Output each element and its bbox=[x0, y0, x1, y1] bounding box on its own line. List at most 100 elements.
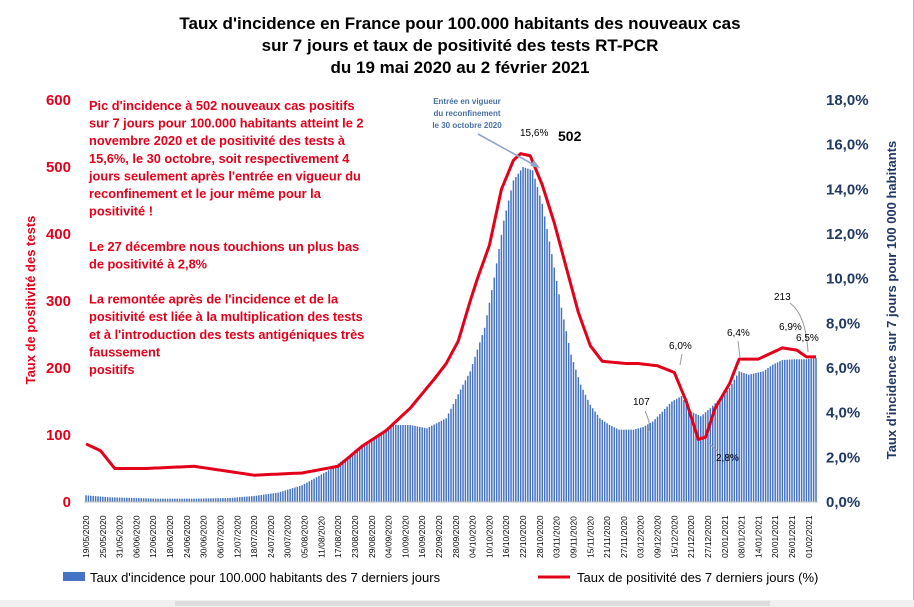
y-right-tick-label: 16,0% bbox=[826, 137, 869, 154]
incidence-bar bbox=[243, 496, 246, 502]
x-tick-label: 21/12/2020 bbox=[686, 515, 696, 558]
x-tick-label: 23/08/2020 bbox=[350, 515, 360, 558]
incidence-bar bbox=[106, 497, 109, 502]
incidence-bar bbox=[678, 397, 680, 502]
incidence-bar bbox=[683, 399, 685, 502]
incidence-bar bbox=[310, 479, 313, 502]
callout-line-1: Entrée en vigueur bbox=[433, 97, 501, 106]
incidence-bar bbox=[560, 307, 563, 502]
incidence-bar bbox=[303, 483, 306, 502]
incidence-bar bbox=[193, 498, 195, 502]
incidence-bar bbox=[279, 491, 282, 502]
incidence-bar bbox=[171, 498, 174, 502]
incidence-bar bbox=[320, 474, 323, 502]
x-tick-labels: 19/05/2020 25/05/2020 31/05/2020 06/06/2020… bbox=[81, 515, 814, 558]
incidence-bar bbox=[399, 424, 402, 502]
incidence-bar bbox=[457, 394, 459, 502]
incidence-bar bbox=[411, 425, 414, 502]
incidence-bar bbox=[623, 429, 625, 502]
incidence-bar bbox=[198, 498, 200, 502]
incidence-bar bbox=[750, 374, 752, 502]
incidence-bar bbox=[714, 403, 716, 502]
incidence-bar bbox=[445, 418, 447, 502]
incidence-bar bbox=[255, 495, 258, 502]
incidence-bar bbox=[666, 406, 668, 502]
y-right-tick-label: 12,0% bbox=[826, 226, 869, 243]
incidence-bar bbox=[738, 371, 740, 502]
incidence-bar bbox=[301, 485, 303, 502]
incidence-bar bbox=[690, 411, 692, 502]
incidence-bar bbox=[250, 496, 253, 502]
x-tick-label: 30/06/2020 bbox=[199, 515, 209, 558]
incidence-bar bbox=[140, 498, 142, 502]
incidence-bar bbox=[606, 423, 608, 502]
x-tick-label: 30/07/2020 bbox=[283, 515, 293, 558]
incidence-bar bbox=[433, 424, 435, 502]
incidence-bar bbox=[214, 498, 217, 502]
note-line: positifs bbox=[89, 362, 135, 377]
annotations: 15,6% 502 107 6,0% 2,8% 6,4% 213 6,9% 6,… bbox=[520, 128, 819, 464]
y-left-tick-label: 400 bbox=[46, 226, 71, 243]
incidence-bar bbox=[241, 496, 243, 502]
incidence-bar bbox=[784, 359, 786, 502]
incidence-bar bbox=[419, 426, 421, 502]
incidence-bar bbox=[548, 241, 551, 503]
y-left-tick-label: 100 bbox=[46, 427, 71, 444]
incidence-bar bbox=[637, 428, 640, 502]
incidence-bar bbox=[582, 389, 584, 502]
incidence-bar bbox=[373, 438, 375, 502]
x-tick-label: 29/08/2020 bbox=[367, 515, 377, 558]
incidence-bar bbox=[284, 490, 287, 502]
title-line-2: sur 7 jours et taux de positivité des te… bbox=[262, 36, 659, 55]
incidence-bar bbox=[608, 424, 611, 502]
y-right-tick-label: 4,0% bbox=[826, 405, 860, 422]
incidence-bar bbox=[126, 497, 128, 502]
x-tick-label: 31/05/2020 bbox=[115, 515, 125, 558]
incidence-bar bbox=[407, 424, 409, 502]
incidence-bar bbox=[109, 497, 111, 502]
note-line: sur 7 jours pour 100.000 habitants attei… bbox=[89, 116, 364, 131]
incidence-bar bbox=[736, 375, 738, 502]
incidence-bar bbox=[774, 363, 776, 502]
incidence-bar bbox=[354, 451, 356, 502]
callout-line-3: le 30 octobre 2020 bbox=[432, 121, 502, 130]
incidence-bar bbox=[618, 429, 620, 502]
incidence-bar bbox=[659, 414, 661, 502]
incidence-bar bbox=[128, 497, 130, 502]
incidence-bar bbox=[102, 496, 104, 502]
incidence-bar bbox=[274, 492, 277, 502]
incidence-bar bbox=[486, 315, 488, 502]
incidence-bar bbox=[603, 421, 606, 502]
incidence-bar bbox=[591, 408, 594, 502]
incidence-bar bbox=[529, 169, 531, 502]
x-tick-label: 09/11/2020 bbox=[568, 516, 578, 558]
incidence-bar bbox=[159, 498, 162, 502]
incidence-bar bbox=[781, 359, 784, 502]
x-tick-label: 28/09/2020 bbox=[451, 515, 461, 558]
annotation-pos-dec-leader bbox=[679, 353, 683, 366]
incidence-bar bbox=[395, 424, 397, 502]
incidence-bar bbox=[313, 478, 315, 502]
note-line: positivité est liée à la multiplication … bbox=[89, 309, 363, 324]
incidence-bar bbox=[423, 427, 426, 502]
x-tick-label: 03/11/2020 bbox=[552, 516, 562, 558]
incidence-bar bbox=[183, 498, 186, 502]
incidence-bar bbox=[563, 319, 565, 502]
incidence-bar bbox=[805, 359, 808, 502]
note-line: reconfinement et le jour même pour la bbox=[89, 186, 322, 201]
incidence-bar bbox=[368, 441, 371, 502]
incidence-bar bbox=[565, 331, 568, 502]
incidence-bar bbox=[404, 424, 407, 502]
incidence-bar bbox=[380, 433, 383, 502]
incidence-bar bbox=[500, 234, 503, 502]
incidence-bar bbox=[510, 190, 512, 502]
incidence-bar bbox=[195, 498, 198, 502]
incidence-bar bbox=[90, 495, 92, 502]
incidence-bar bbox=[815, 357, 817, 502]
incidence-bar bbox=[392, 424, 395, 502]
incidence-bar bbox=[601, 419, 604, 502]
incidence-bar bbox=[469, 371, 471, 502]
incidence-bar bbox=[435, 423, 438, 502]
incidence-bar bbox=[752, 373, 755, 502]
